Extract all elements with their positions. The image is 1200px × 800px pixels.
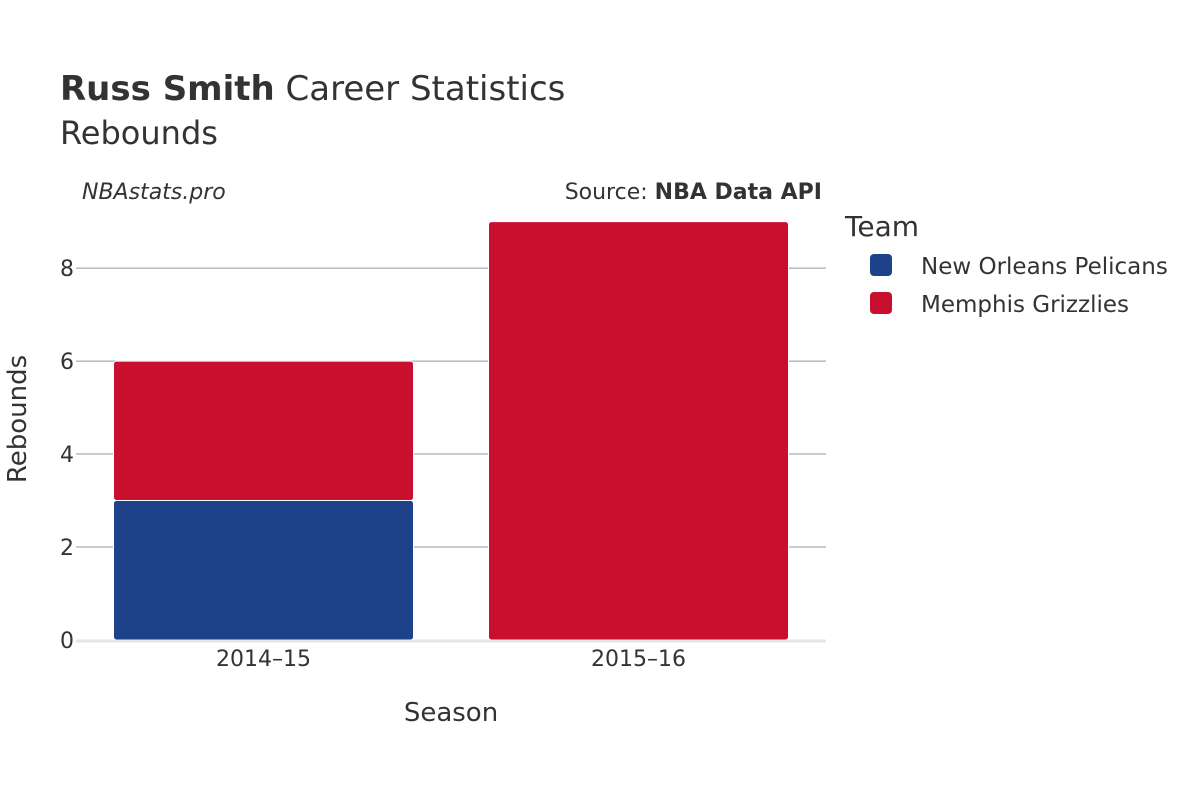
chart-title-rest: Career Statistics [275,69,566,109]
legend-swatch-grizzlies [870,292,892,314]
chart-title: Russ Smith Career Statistics [60,69,565,109]
y-tick-label: 0 [60,629,74,654]
legend-label-pelicans: New Orleans Pelicans [921,254,1168,280]
y-tick-label: 8 [60,257,74,282]
source-credit: Source: NBA Data API [565,180,822,205]
bar-memphis-grizzlies [113,360,414,502]
chart-title-bold: Russ Smith [60,69,275,109]
y-tick-label: 6 [60,350,74,375]
legend: Team New Orleans Pelicans Memphis Grizzl… [844,210,1168,318]
source-prefix: Source: [565,180,655,205]
legend-title: Team [844,210,919,243]
bars [113,221,789,641]
y-axis-title: Rebounds [3,355,33,483]
source-name: NBA Data API [655,180,822,205]
y-tick-label: 4 [60,443,74,468]
legend-swatch-pelicans [870,254,892,276]
x-tick-label: 2014–15 [216,647,311,672]
axes: 0 2 4 6 8 2014–15 2015–16 [60,257,826,672]
x-axis-title: Season [404,698,498,728]
y-tick-label: 2 [60,536,74,561]
x-tick-label: 2015–16 [591,647,686,672]
chart-subtitle: Rebounds [60,114,218,152]
bar-memphis-grizzlies [488,221,789,641]
legend-label-grizzlies: Memphis Grizzlies [921,292,1129,318]
watermark: NBAstats.pro [82,180,226,205]
bar-new-orleans-pelicans [113,500,414,641]
